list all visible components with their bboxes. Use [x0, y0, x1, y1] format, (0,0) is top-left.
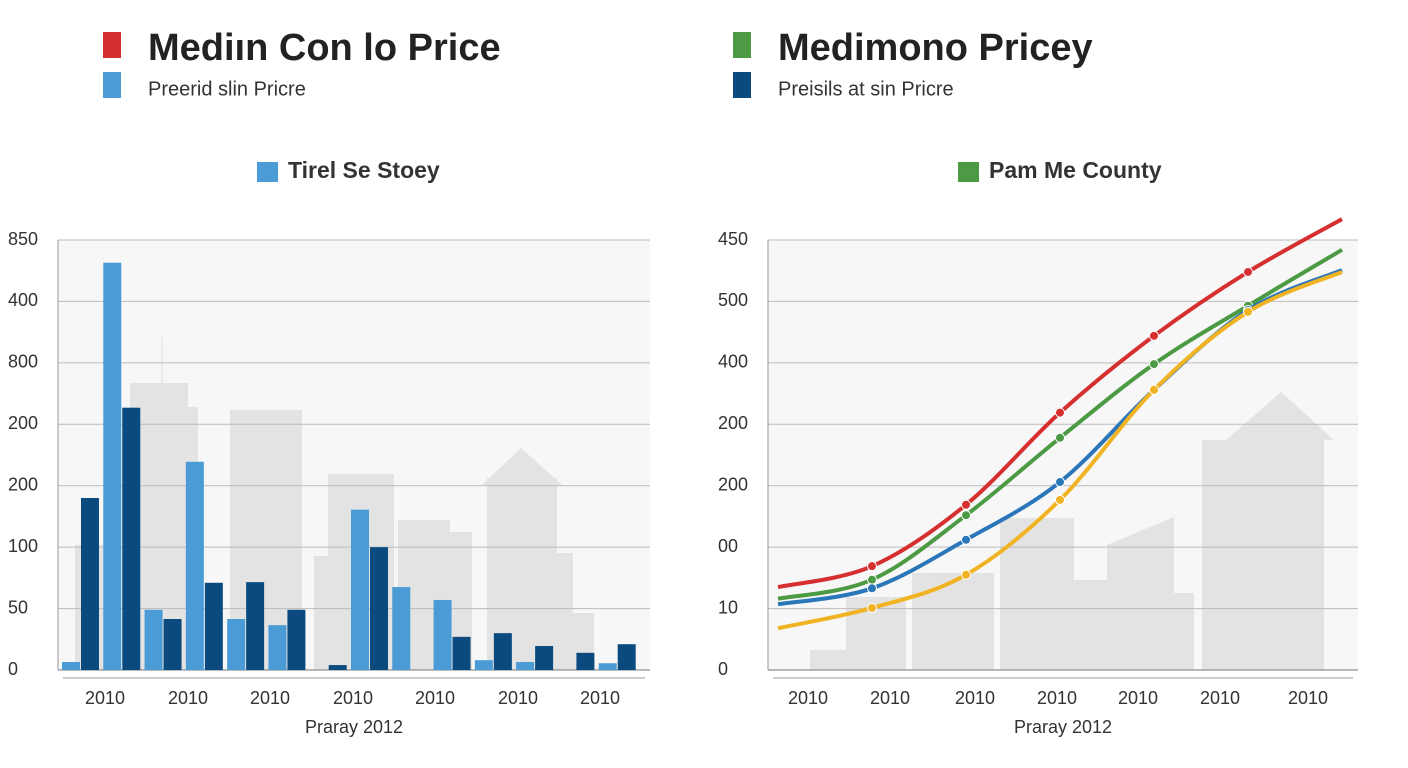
point	[961, 510, 971, 521]
x-tick-label: 2010	[870, 688, 910, 708]
point	[1243, 306, 1253, 317]
point	[867, 574, 877, 585]
x-tick-label: 2010	[333, 688, 373, 708]
legend-swatch	[103, 32, 121, 58]
point	[1055, 494, 1065, 505]
bar	[246, 582, 265, 670]
x-axis-label: Praray 2012	[305, 717, 403, 737]
point	[1055, 407, 1065, 418]
y-tick-label: 100	[8, 536, 38, 556]
bar	[535, 646, 554, 670]
point	[867, 583, 877, 594]
x-tick-label: 2010	[580, 688, 620, 708]
y-tick-label: 00	[718, 536, 738, 556]
bar	[516, 662, 535, 670]
y-tick-label: 850	[8, 229, 38, 249]
y-tick-label: 200	[718, 413, 748, 433]
point	[867, 602, 877, 613]
bar	[433, 599, 452, 670]
bar	[62, 662, 80, 670]
point	[961, 499, 971, 510]
chart-title: Tirel Se Stoey	[288, 157, 440, 183]
point	[1055, 432, 1065, 443]
x-tick-label: 2010	[85, 688, 125, 708]
x-tick-label: 2010	[1037, 688, 1077, 708]
point	[1243, 266, 1253, 277]
legend-swatch	[733, 32, 751, 58]
x-tick-label: 2010	[250, 688, 290, 708]
y-tick-label: 50	[8, 597, 28, 617]
title-swatch	[257, 162, 278, 182]
bar	[185, 461, 204, 670]
y-tick-label: 0	[8, 659, 18, 679]
y-tick-label: 400	[718, 352, 748, 372]
bar	[144, 609, 163, 670]
bar	[103, 262, 122, 670]
bar	[122, 407, 141, 670]
x-axis-label: Praray 2012	[1014, 717, 1112, 737]
bar	[474, 660, 493, 670]
bar	[287, 609, 306, 670]
bar	[576, 652, 595, 670]
point	[1149, 384, 1159, 395]
bar	[204, 582, 223, 670]
y-tick-label: 500	[718, 290, 748, 310]
y-tick-label: 200	[718, 474, 748, 494]
point	[1149, 330, 1159, 341]
legend-swatch	[733, 72, 751, 98]
bar	[80, 498, 99, 670]
title-swatch	[958, 162, 979, 182]
legend-label: Mediın Con lo Price	[148, 27, 501, 69]
point	[1055, 477, 1065, 488]
bar	[452, 636, 471, 670]
x-tick-label: 2010	[1118, 688, 1158, 708]
y-tick-label: 200	[8, 413, 38, 433]
background-buildings	[58, 240, 1358, 670]
legend-label: Preerid slin Pricre	[148, 78, 306, 100]
bar	[163, 619, 182, 670]
x-tick-label: 2010	[498, 688, 538, 708]
x-tick-label: 2010	[415, 688, 455, 708]
bar	[493, 633, 512, 670]
bar	[268, 625, 287, 670]
bar	[227, 619, 246, 670]
bar	[392, 587, 411, 670]
legend-swatch	[103, 72, 121, 98]
y-tick-label: 800	[8, 352, 38, 372]
point	[961, 569, 971, 580]
y-tick-label: 0	[718, 659, 728, 679]
x-tick-label: 2010	[955, 688, 995, 708]
x-tick-label: 2010	[1288, 688, 1328, 708]
point	[1149, 359, 1159, 370]
bar	[598, 663, 617, 670]
point	[867, 561, 877, 572]
y-tick-label: 400	[8, 290, 38, 310]
bar	[617, 644, 636, 670]
x-tick-label: 2010	[1200, 688, 1240, 708]
y-tick-label: 450	[718, 229, 748, 249]
chart-title: Pam Me County	[989, 157, 1162, 183]
legend-label: Preisils at sin Pricre	[778, 78, 954, 100]
point	[961, 534, 971, 545]
legend-label: Medimono Pricey	[778, 27, 1093, 69]
y-tick-label: 200	[8, 474, 38, 494]
bar	[328, 665, 347, 670]
y-tick-label: 10	[718, 597, 738, 617]
x-tick-label: 2010	[168, 688, 208, 708]
bar	[369, 547, 388, 670]
bar	[351, 509, 369, 670]
x-tick-label: 2010	[788, 688, 828, 708]
